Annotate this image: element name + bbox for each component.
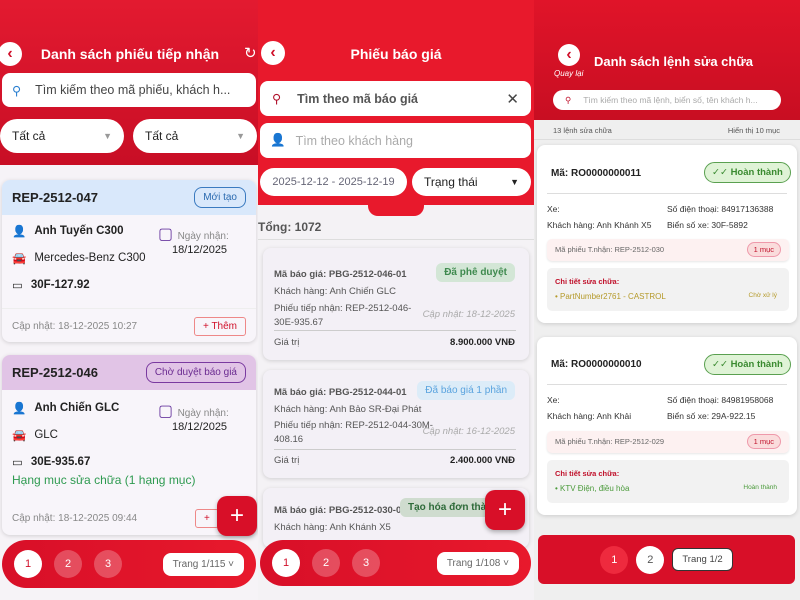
status-badge: Đã phê duyệt [436,263,515,282]
page-1-button[interactable]: 1 [600,545,629,574]
screen-reception-list: ‹ Danh sách phiếu tiếp nhận ↻ ⚲ Tìm kiếm… [0,0,258,600]
car-icon: 🚘 [12,430,27,442]
item-count-badge: 1 mục [746,434,781,449]
pagination: 1 2 3 Trang 1/115 ˅ [2,540,256,588]
search-icon: ⚲ [565,94,572,105]
calendar-icon: ▢ [158,226,174,243]
back-button[interactable]: ‹ [261,41,285,65]
back-button[interactable]: ‹ [0,42,22,66]
person-icon: 👤 [12,226,27,238]
chevron-down-icon: ▼ [103,131,112,141]
car-icon: 🚘 [12,253,27,265]
search-input[interactable]: ⚲ Tìm kiếm theo mã phiếu, khách h... [2,73,256,107]
page-3-button[interactable]: 3 [352,549,380,577]
add-button[interactable]: + [195,509,219,528]
double-check-icon: ✓✓ [712,359,728,370]
refresh-icon[interactable]: ↻ [244,45,257,62]
search-icon: ⚲ [272,92,282,106]
status-badge: ✓✓ Hoàn thành [704,354,791,375]
fab-add-button[interactable]: + [217,496,257,536]
calendar-icon: ▢ [158,403,174,420]
filter-dropdown-2[interactable]: Tất cả ▼ [133,119,257,153]
date-range-picker[interactable]: 2025-12-12 - 2025-12-19 [260,168,407,196]
page-title: Danh sách lệnh sửa chữa [594,54,753,69]
customer-search[interactable]: 👤 Tìm theo khách hàng [260,123,531,158]
quote-code-search[interactable]: ⚲ Tìm theo mã báo giá ✕ [260,81,531,116]
reception-card[interactable]: REP-2512-047 Mới tạo 👤 Anh Tuyến C300 🚘 Me… [2,180,256,342]
page-2-button[interactable]: 2 [636,545,665,574]
page-select[interactable]: Trang 1/115 ˅ [162,552,244,576]
pagination: 1 2 Trang 1/2 [538,535,795,584]
repair-items-link[interactable]: Hạng mục sửa chữa (1 hạng mục) [12,473,196,487]
quote-card[interactable]: Mã báo giá: PBG-2512-030-01 Tạo hóa đơn … [263,488,529,548]
page-2-button[interactable]: 2 [312,549,340,577]
status-badge: Đã báo giá 1 phần [417,381,515,400]
double-check-icon: ✓✓ [712,167,728,178]
page-title: Phiếu báo giá [350,46,442,62]
page-1-button[interactable]: 1 [14,550,42,578]
status-badge: Chờ duyệt báo giá [145,362,246,383]
search-input[interactable]: ⚲ Tìm kiếm theo mã lệnh, biển số, tên khá… [553,90,781,110]
plate-icon: ▭ [12,457,23,469]
page-2-button[interactable]: 2 [54,550,82,578]
person-icon: 👤 [12,403,27,415]
status-badge: Tạo hóa đơn thành [400,498,507,517]
page-1-button[interactable]: 1 [272,549,300,577]
quote-card[interactable]: Mã báo giá: PBG-2512-046-01 Đã phê duyệt… [263,248,529,360]
fab-add-button[interactable]: + [485,490,525,530]
repair-order-card[interactable]: Mã: RO0000000010 ✓✓ Hoàn thành Xe: Số đi… [537,337,797,515]
status-badge: Mới tạo [194,187,246,208]
status-badge: ✓✓ Hoàn thành [704,162,791,183]
repair-order-card[interactable]: Mã: RO0000000011 ✓✓ Hoàn thành Xe: Số đi… [537,145,797,323]
screen-quotes: ‹ Phiếu báo giá ⚲ Tìm theo mã báo giá ✕ … [258,0,534,600]
page-title: Danh sách phiếu tiếp nhận [40,46,220,62]
item-count-badge: 1 mục [746,242,781,257]
chevron-down-icon: ▼ [236,131,245,141]
search-icon: ⚲ [12,83,22,98]
status-filter[interactable]: Trạng thái ▼ [412,168,531,196]
clear-icon[interactable]: ✕ [506,90,519,108]
add-button[interactable]: + Thêm [194,317,246,336]
reception-card[interactable]: REP-2512-046 Chờ duyệt báo giá 👤 Anh Chiế… [2,355,256,535]
page-3-button[interactable]: 3 [94,550,122,578]
caret-down-icon: ▼ [510,177,519,187]
page-indicator[interactable]: Trang 1/2 [672,548,733,571]
back-button[interactable]: ‹ [558,44,580,66]
plate-icon: ▭ [12,280,23,292]
pagination: 1 2 3 Trang 1/108 ˅ [260,540,531,586]
screen-repair-orders: ‹ Quay lại Danh sách lệnh sửa chữa ⚲ Tìm … [534,0,800,600]
filter-dropdown-1[interactable]: Tất cả ▼ [0,119,124,153]
back-label[interactable]: Quay lại [554,69,584,78]
total-count: Tổng: 1072 [258,220,322,234]
user-search-icon: 👤 [270,133,286,147]
page-select[interactable]: Trang 1/108 ˅ [436,551,519,575]
quote-card[interactable]: Mã báo giá: PBG-2512-044-01 Đã báo giá 1… [263,370,529,478]
